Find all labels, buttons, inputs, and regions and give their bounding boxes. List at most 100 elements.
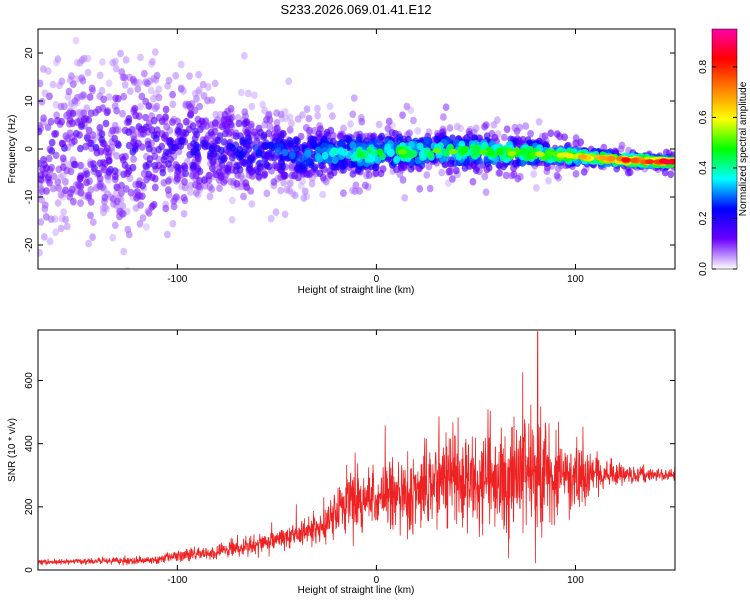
spectrogram-cell xyxy=(577,154,587,160)
spectrogram-cell xyxy=(336,140,344,148)
spectrogram-cell xyxy=(98,135,106,144)
spectrogram-cell xyxy=(304,149,312,158)
spectrogram-cell xyxy=(209,158,217,166)
spectrogram-cell xyxy=(661,168,669,177)
spectrogram-cell xyxy=(474,144,481,153)
spectrogram-cell xyxy=(229,196,236,205)
spectrogram-cell xyxy=(217,173,225,181)
spectrogram-cell xyxy=(445,167,453,176)
spectrogram-cell xyxy=(529,151,537,159)
spectrogram-cell xyxy=(283,185,291,194)
spectrogram-cell xyxy=(38,175,45,184)
snr-series-line xyxy=(38,331,675,566)
spectrogram-cell xyxy=(211,79,219,88)
spectrogram-cell xyxy=(295,156,303,164)
spectrogram-cell xyxy=(193,95,200,103)
spectrogram-cell xyxy=(54,55,62,63)
spectrogram-cell xyxy=(267,214,275,223)
spectrogram-cell xyxy=(126,87,134,95)
spectrogram-cell xyxy=(161,134,168,142)
spectrogram-cell xyxy=(132,111,140,120)
spectrogram-cell xyxy=(178,137,186,145)
spectrogram-cell xyxy=(120,92,128,101)
spectrogram-cell xyxy=(87,211,94,220)
spectrogram-cell xyxy=(495,148,503,156)
spectrogram-cell xyxy=(228,216,236,224)
spectrogram-cell xyxy=(59,154,67,163)
spectrogram-cell xyxy=(54,116,61,125)
spectrogram-cell xyxy=(350,154,358,162)
spectrogram-cell xyxy=(83,170,91,178)
spectrogram-cell xyxy=(113,152,121,160)
spectrogram-cell xyxy=(72,36,80,45)
spectrogram-cell xyxy=(155,85,163,94)
spectrogram-cell xyxy=(57,190,65,199)
spectrogram-cell xyxy=(541,132,549,140)
spectrogram-cell xyxy=(214,136,222,145)
spectrogram-cell xyxy=(490,121,498,129)
spectrogram-cell xyxy=(80,115,88,124)
spectrogram-cell xyxy=(100,95,108,104)
spectrogram-cell xyxy=(87,109,95,117)
spectrogram-cell xyxy=(145,144,153,153)
spectrogram-cell xyxy=(175,127,183,136)
spectrogram-cell xyxy=(293,145,301,153)
spectrogram-cell xyxy=(260,133,268,141)
spectrogram-cell xyxy=(125,230,133,239)
spectrogram-cell xyxy=(254,167,262,176)
spectrogram-cell xyxy=(491,133,499,142)
spectrogram-cell xyxy=(274,147,282,155)
spectrogram-cell xyxy=(270,178,278,186)
spectrogram-cell xyxy=(618,141,626,150)
spectrogram-cell xyxy=(71,137,78,145)
spectrogram-cell xyxy=(198,117,206,126)
spectrogram-cell xyxy=(416,142,424,151)
spectrogram-cell xyxy=(195,70,203,79)
spectrogram-cell xyxy=(327,171,335,179)
colorbar-tick-label: 0.6 xyxy=(698,110,709,124)
spectrogram-cell xyxy=(164,186,172,194)
spectrogram-cell xyxy=(96,182,104,191)
spectrogram-cell xyxy=(345,136,353,144)
spectrogram-cell xyxy=(151,48,159,56)
spectrogram-cell xyxy=(564,153,575,159)
spectrogram-cell xyxy=(174,163,182,172)
spectrogram-cell xyxy=(228,143,236,152)
spectrogram-cell xyxy=(224,115,232,123)
spectrogram-cell xyxy=(496,169,503,177)
spectrogram-cell xyxy=(206,192,214,201)
spectrogram-cell xyxy=(209,164,216,173)
spectrogram-cell xyxy=(621,157,631,163)
figure-title: S233.2026.069.01.41.E12 xyxy=(280,2,431,17)
spectrogram-cell xyxy=(180,194,188,202)
spectrogram-cell xyxy=(319,190,327,199)
spectrogram-cell xyxy=(48,138,56,147)
spectrogram-cell xyxy=(186,103,194,111)
spectrogram-cell xyxy=(162,148,170,157)
spectrogram-cell xyxy=(277,131,285,139)
spectrogram-cell xyxy=(301,187,309,196)
spectrogram-cell xyxy=(181,183,189,192)
spectrogram-cell xyxy=(519,147,527,156)
spectrogram-cell xyxy=(96,159,104,167)
spectrogram-cell xyxy=(545,177,552,185)
spectrogram-cell xyxy=(227,120,235,129)
spectrogram-cell xyxy=(127,188,135,197)
spectrogram-cell xyxy=(192,141,200,150)
spectrogram-cell xyxy=(419,153,426,161)
spectrogram-cell xyxy=(500,133,508,142)
spectrogram-cell xyxy=(201,176,208,184)
spectrogram-cell xyxy=(288,119,295,128)
spectrogram-cell xyxy=(169,219,177,228)
spectrogram-cell xyxy=(263,116,270,124)
spectrogram-cell xyxy=(203,122,210,130)
spectrogram-cell xyxy=(502,171,510,180)
spectrogram-cell xyxy=(111,167,119,175)
spectrogram-cell xyxy=(85,191,92,200)
spectrogram-cell xyxy=(306,126,313,135)
spectrogram-cell xyxy=(374,139,381,147)
spectrogram-cell xyxy=(260,171,268,179)
spectrogram-cell xyxy=(103,108,111,117)
spectrogram-cell xyxy=(423,171,431,179)
